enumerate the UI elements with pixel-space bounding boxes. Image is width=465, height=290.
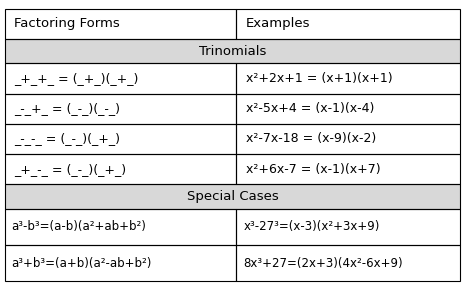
Text: _-_-_ = (_-_)(_+_): _-_-_ = (_-_)(_+_) xyxy=(14,133,120,146)
Bar xyxy=(236,93,460,124)
Bar xyxy=(236,9,460,39)
Bar xyxy=(5,245,236,281)
Text: x²-5x+4 = (x-1)(x-4): x²-5x+4 = (x-1)(x-4) xyxy=(246,102,374,115)
Text: Special Cases: Special Cases xyxy=(186,190,279,203)
Text: Examples: Examples xyxy=(246,17,310,30)
Bar xyxy=(236,154,460,184)
Bar xyxy=(5,184,460,209)
Text: a³-b³=(a-b)(a²+ab+b²): a³-b³=(a-b)(a²+ab+b²) xyxy=(12,220,146,233)
Text: _-_+_ = (_-_)(_-_): _-_+_ = (_-_)(_-_) xyxy=(14,102,120,115)
Bar xyxy=(5,9,236,39)
Bar xyxy=(5,209,236,245)
Text: x²+2x+1 = (x+1)(x+1): x²+2x+1 = (x+1)(x+1) xyxy=(246,72,392,85)
Bar xyxy=(236,63,460,93)
Text: _+_-_ = (_-_)(_+_): _+_-_ = (_-_)(_+_) xyxy=(14,163,126,176)
Bar xyxy=(236,209,460,245)
Text: Trinomials: Trinomials xyxy=(199,45,266,58)
Text: _+_+_ = (_+_)(_+_): _+_+_ = (_+_)(_+_) xyxy=(14,72,138,85)
Text: x³-27³=(x-3)(x²+3x+9): x³-27³=(x-3)(x²+3x+9) xyxy=(243,220,379,233)
Text: x²-7x-18 = (x-9)(x-2): x²-7x-18 = (x-9)(x-2) xyxy=(246,133,376,146)
Bar xyxy=(5,39,460,63)
Bar xyxy=(5,124,236,154)
Bar xyxy=(5,154,236,184)
Bar xyxy=(236,245,460,281)
Bar xyxy=(5,63,236,93)
Text: x²+6x-7 = (x-1)(x+7): x²+6x-7 = (x-1)(x+7) xyxy=(246,163,380,176)
Text: 8x³+27=(2x+3)(4x²-6x+9): 8x³+27=(2x+3)(4x²-6x+9) xyxy=(243,257,403,270)
Bar xyxy=(236,124,460,154)
Bar xyxy=(5,93,236,124)
Text: Factoring Forms: Factoring Forms xyxy=(14,17,120,30)
Bar xyxy=(5,39,460,63)
Text: a³+b³=(a+b)(a²-ab+b²): a³+b³=(a+b)(a²-ab+b²) xyxy=(12,257,152,270)
Bar xyxy=(5,184,460,209)
